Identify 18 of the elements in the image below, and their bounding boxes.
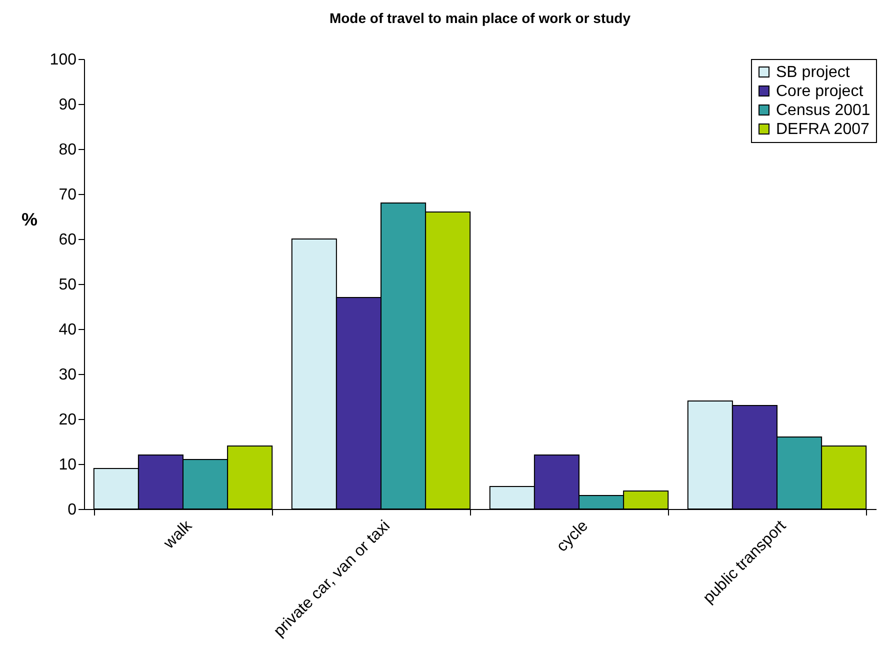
y-tick-label: 70 <box>58 186 77 204</box>
legend-label: SB project <box>776 64 850 81</box>
y-tick-label: 20 <box>58 412 77 428</box>
legend-label: Census 2001 <box>776 102 870 119</box>
x-tick-label: walk <box>160 516 196 553</box>
y-axis-title: % <box>21 210 38 230</box>
y-tick-label: 80 <box>58 142 77 158</box>
y-tick-label: 30 <box>58 366 77 384</box>
y-tick-label: 40 <box>58 322 77 338</box>
legend-label: DEFRA 2007 <box>776 121 870 138</box>
chart-title: Mode of travel to main place of work or study <box>329 10 631 26</box>
y-tick-label: 50 <box>58 276 77 294</box>
y-tick-label: 90 <box>58 96 77 114</box>
legend-label: Core project <box>776 83 864 100</box>
y-tick-label: 0 <box>68 502 77 518</box>
y-tick-label: 100 <box>50 52 77 68</box>
y-tick-label: 60 <box>58 232 77 248</box>
y-tick-label: 10 <box>58 456 77 474</box>
